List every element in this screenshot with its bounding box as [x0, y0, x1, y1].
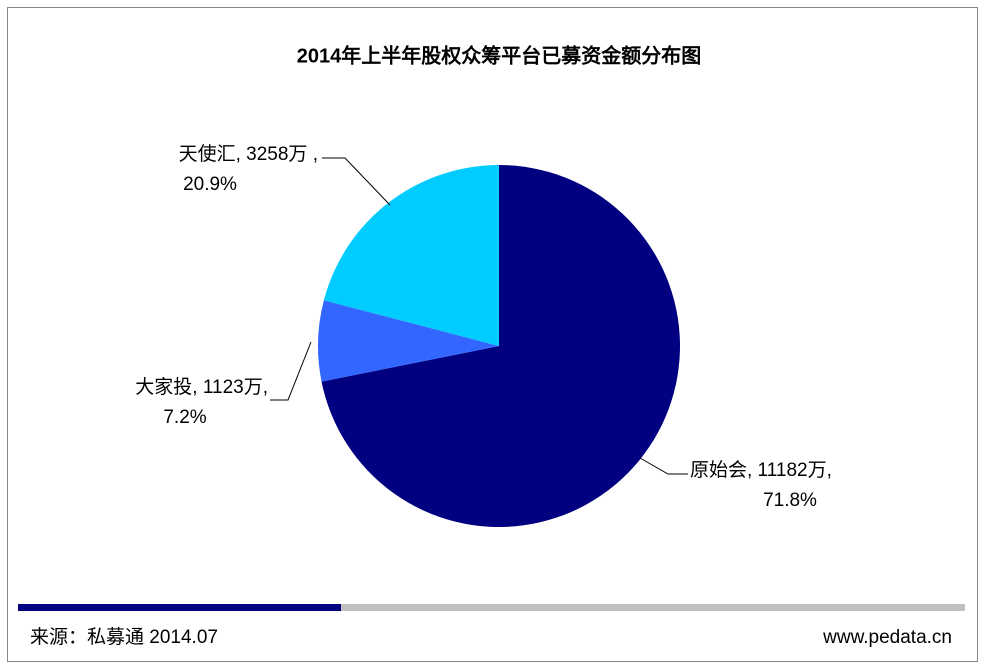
leader-line: [322, 157, 391, 206]
pie-slice: [323, 165, 499, 346]
footer-bar-accent: [18, 604, 341, 611]
leader-line: [270, 341, 312, 401]
footer-bar: [341, 604, 965, 611]
pie: [317, 165, 680, 527]
website: www.pedata.cn: [822, 627, 952, 648]
pie-slice: [321, 165, 680, 527]
percent-label: 20.9%: [183, 174, 237, 195]
data-label: 原始会, 11182万,: [690, 459, 832, 481]
chart-title: 2014年上半年股权众筹平台已募资金额分布图: [297, 43, 702, 67]
data-label: 大家投, 1123万,: [135, 376, 268, 398]
pie-slice: [317, 300, 499, 382]
source: 来源：私募通 2014.07: [30, 626, 218, 648]
percent-label: 7.2%: [163, 407, 206, 428]
percent-label: 71.8%: [763, 490, 817, 511]
leader-line: [639, 457, 688, 475]
data-label: 天使汇, 3258万 ,: [179, 143, 318, 165]
